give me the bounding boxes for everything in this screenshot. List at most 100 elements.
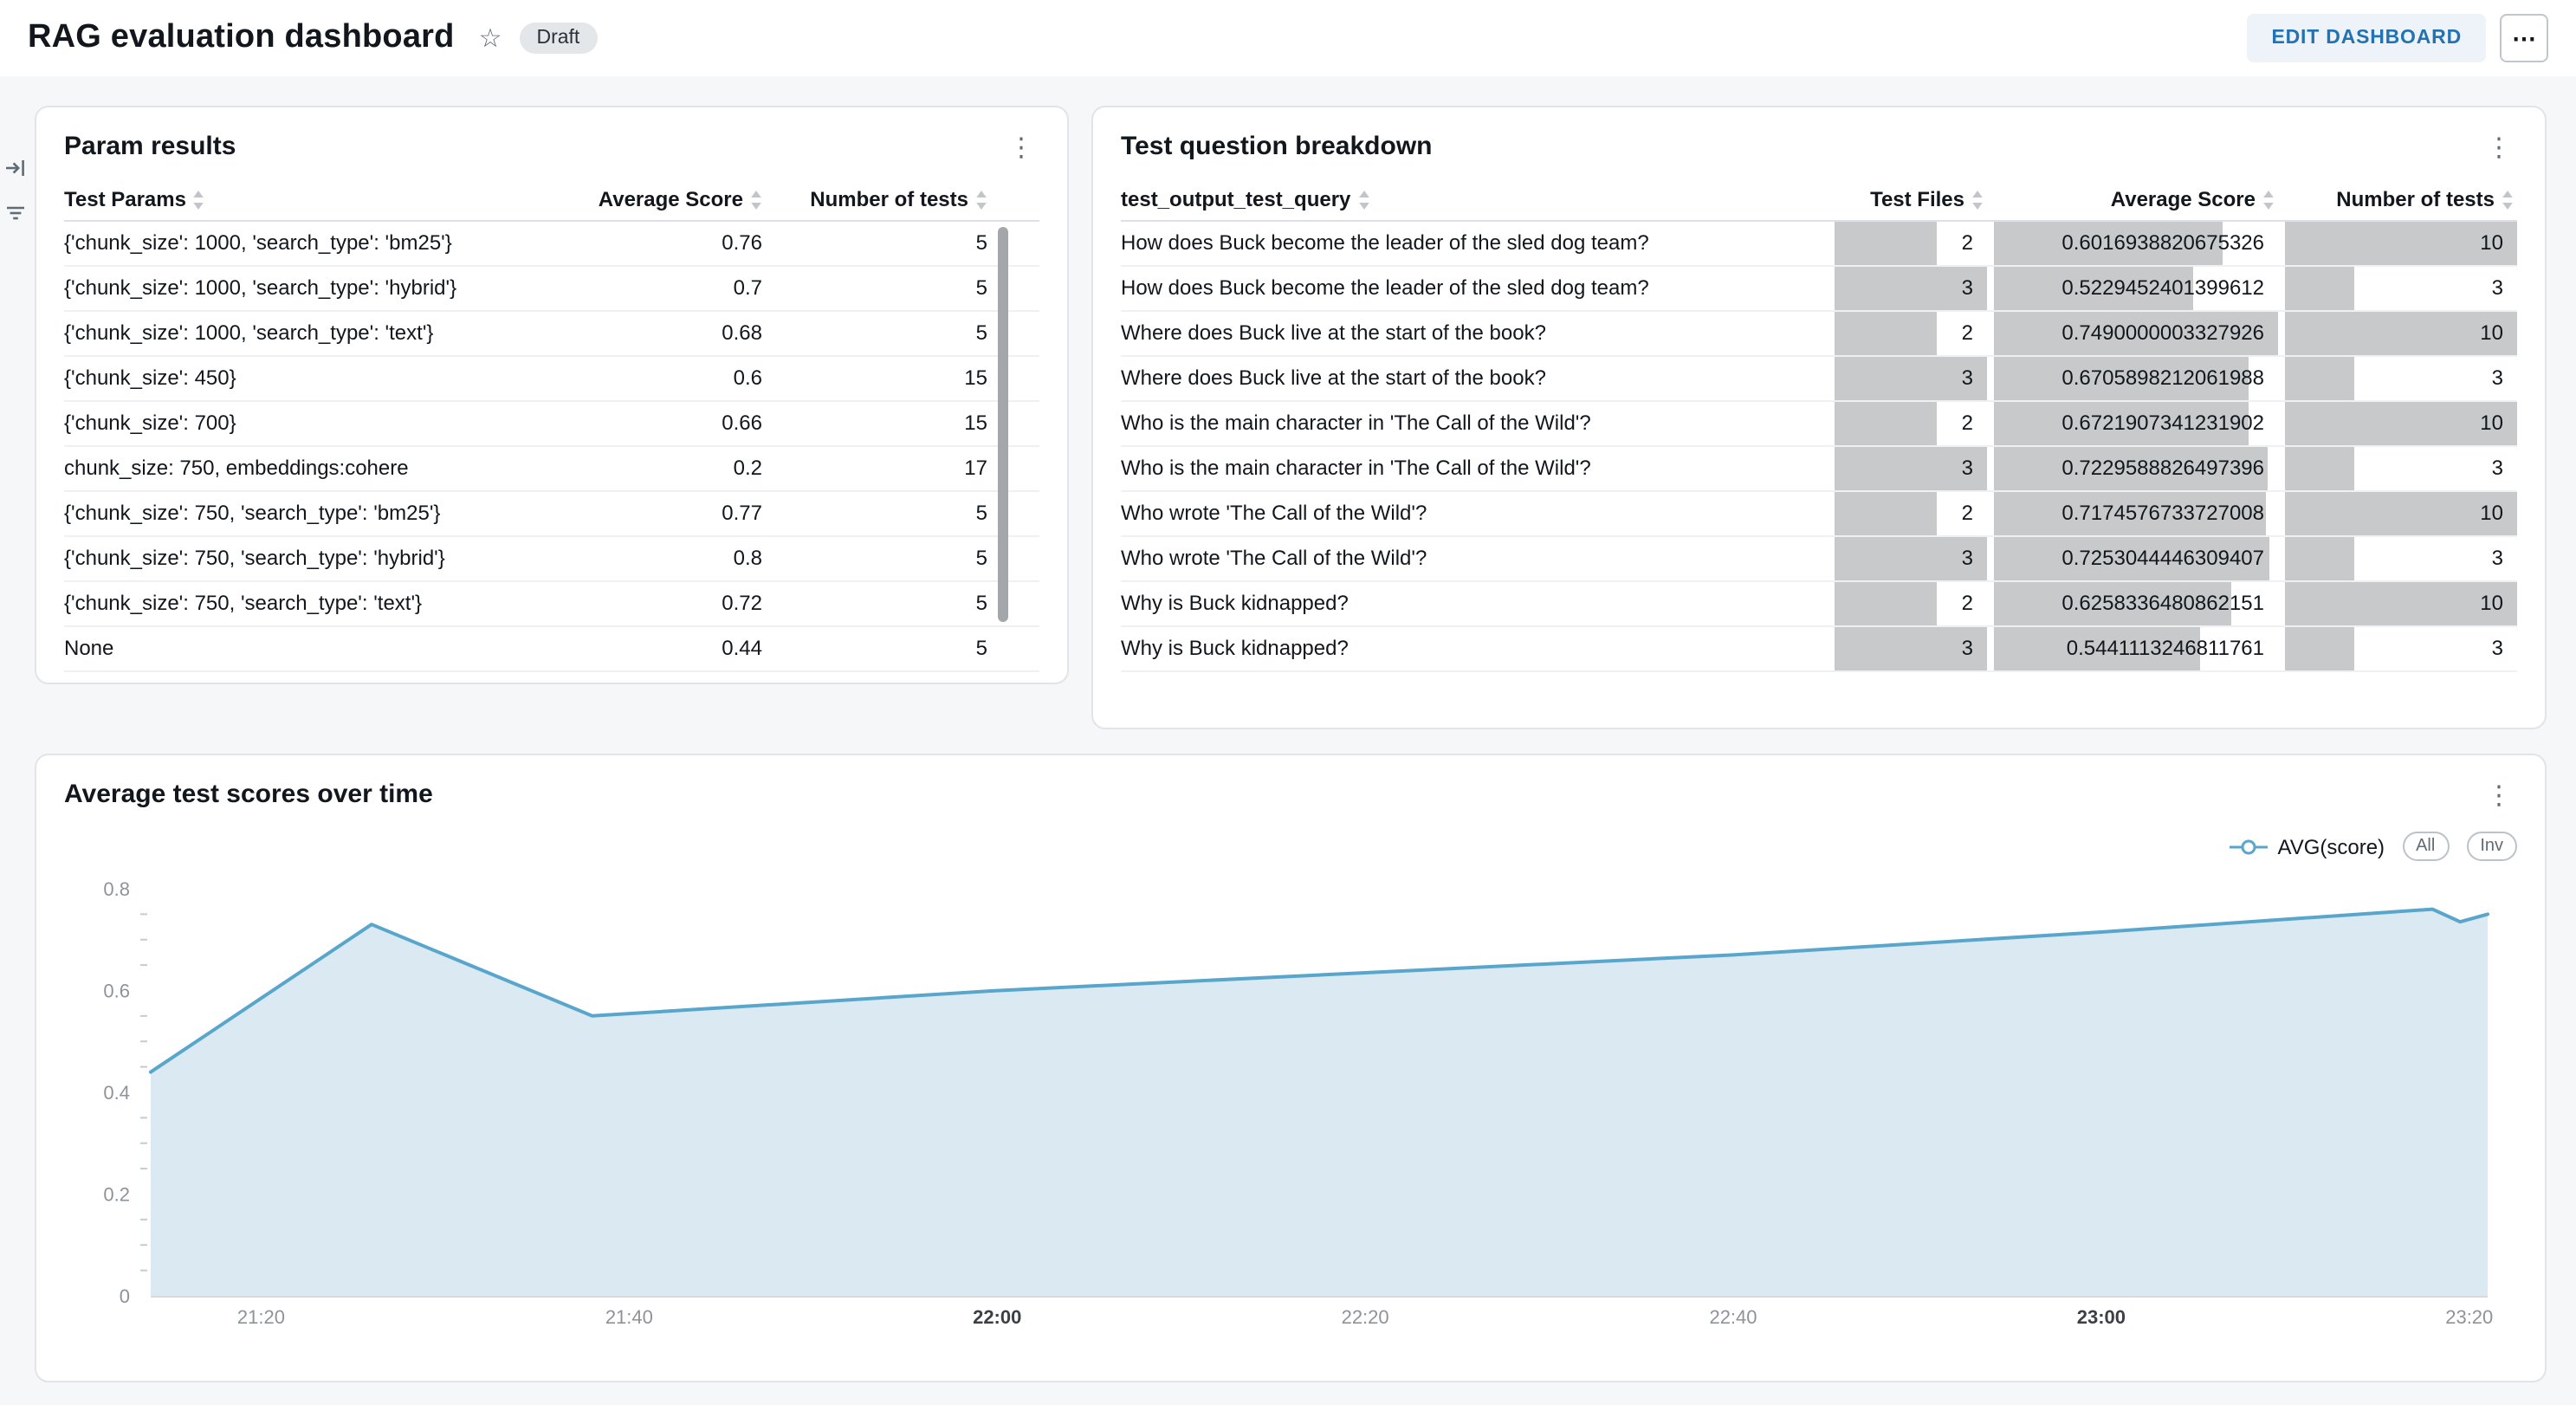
panel-title: Average test scores over time xyxy=(64,780,433,809)
query-cell: Who wrote 'The Call of the Wild'? xyxy=(1121,501,1427,525)
avg-score-cell: 0.6258336480862151 xyxy=(1994,582,2278,625)
more-options-button[interactable]: ⋯ xyxy=(2500,14,2548,62)
num-tests-cell: 5 xyxy=(975,636,987,660)
svg-text:0.4: 0.4 xyxy=(103,1082,130,1104)
test-files-cell: 3 xyxy=(1835,537,1987,580)
data-bar xyxy=(2285,312,2517,355)
data-bar xyxy=(2285,537,2355,580)
table-row: chunk_size: 750, embeddings:cohere 0.2 1… xyxy=(64,447,1039,492)
data-bar xyxy=(1835,627,1987,670)
table-row: Where does Buck live at the start of the… xyxy=(1121,312,2517,357)
ellipsis-icon: ⋯ xyxy=(2512,23,2536,51)
avg-score-cell: 0.6 xyxy=(733,366,762,390)
legend-inv-button[interactable]: Inv xyxy=(2466,832,2517,861)
question-breakdown-table: test_output_test_query Test Files Averag… xyxy=(1121,178,2517,672)
avg-score-cell: 0.7253044446309407 xyxy=(1994,537,2278,580)
param-cell: {'chunk_size': 1000, 'search_type': 'hyb… xyxy=(64,275,457,300)
svg-text:0.6: 0.6 xyxy=(103,981,130,1002)
column-header-average-score[interactable]: Average Score xyxy=(554,187,762,211)
avg-score-cell: 0.66 xyxy=(722,411,762,435)
chart-legend: AVG(score) All Inv xyxy=(2229,832,2517,861)
avg-score-cell: 0.8 xyxy=(733,546,762,570)
data-bar xyxy=(1835,402,1937,445)
num-tests-cell: 5 xyxy=(975,546,987,570)
svg-text:0: 0 xyxy=(120,1285,130,1307)
query-cell: How does Buck become the leader of the s… xyxy=(1121,230,1649,255)
data-bar xyxy=(2285,357,2355,400)
data-bar xyxy=(1835,447,1987,490)
kebab-menu-icon[interactable]: ⋮ xyxy=(1008,133,1034,163)
svg-text:21:40: 21:40 xyxy=(605,1306,653,1328)
table-row: {'chunk_size': 750, 'search_type': 'text… xyxy=(64,582,1039,627)
panel-title: Test question breakdown xyxy=(1121,132,1433,161)
data-bar xyxy=(2285,222,2517,265)
edit-dashboard-button[interactable]: EDIT DASHBOARD xyxy=(2247,14,2486,62)
column-header-test-params[interactable]: Test Params xyxy=(64,187,554,211)
query-cell: Where does Buck live at the start of the… xyxy=(1121,366,1546,390)
table-row: How does Buck become the leader of the s… xyxy=(1121,222,2517,267)
svg-text:21:20: 21:20 xyxy=(237,1306,285,1328)
num-tests-cell: 3 xyxy=(2285,267,2517,310)
num-tests-cell: 10 xyxy=(2285,222,2517,265)
avg-score-cell: 0.6705898212061988 xyxy=(1994,357,2278,400)
favorite-star-icon[interactable]: ☆ xyxy=(478,24,502,54)
test-files-cell: 2 xyxy=(1835,402,1987,445)
sort-icon xyxy=(1972,190,1983,209)
param-cell: {'chunk_size': 450} xyxy=(64,366,236,390)
table-row: {'chunk_size': 450} 0.6 15 xyxy=(64,357,1039,402)
panel-question-breakdown: Test question breakdown ⋮ test_output_te… xyxy=(1091,106,2547,729)
data-bar xyxy=(1994,492,2267,535)
legend-all-button[interactable]: All xyxy=(2402,832,2450,861)
data-bar xyxy=(1994,267,2192,310)
collapse-filters-icon[interactable] xyxy=(5,156,26,187)
svg-text:0.8: 0.8 xyxy=(103,878,130,900)
avg-score-cell: 0.6721907341231902 xyxy=(1994,402,2278,445)
param-cell: None xyxy=(64,636,114,660)
query-cell: Why is Buck kidnapped? xyxy=(1121,591,1349,615)
test-files-cell: 2 xyxy=(1835,492,1987,535)
table-row: Why is Buck kidnapped? 2 0.6258336480862… xyxy=(1121,582,2517,627)
sort-icon xyxy=(1358,190,1369,209)
num-tests-cell: 3 xyxy=(2285,447,2517,490)
column-header-average-score[interactable]: Average Score xyxy=(1994,187,2278,211)
num-tests-cell: 15 xyxy=(964,411,987,435)
column-header-number-of-tests[interactable]: Number of tests xyxy=(2285,187,2517,211)
table-row: Where does Buck live at the start of the… xyxy=(1121,357,2517,402)
kebab-menu-icon[interactable]: ⋮ xyxy=(2486,133,2512,163)
scrollbar-thumb[interactable] xyxy=(998,227,1008,622)
data-bar xyxy=(1994,357,2249,400)
avg-score-cell: 0.72 xyxy=(722,591,762,615)
svg-text:22:00: 22:00 xyxy=(973,1306,1021,1328)
avg-score-cell: 0.2 xyxy=(733,456,762,480)
status-badge: Draft xyxy=(519,23,598,54)
num-tests-cell: 3 xyxy=(2285,357,2517,400)
kebab-menu-icon[interactable]: ⋮ xyxy=(2486,781,2512,811)
scores-chart[interactable]: 0 0.2 0.4 0.6 0.8 21:20 21:40 22:00 22:20 22:40 23… xyxy=(36,868,2548,1353)
query-cell: Where does Buck live at the start of the… xyxy=(1121,320,1546,345)
avg-score-cell: 0.44 xyxy=(722,636,762,660)
avg-score-cell: 0.7 xyxy=(733,275,762,300)
test-files-cell: 3 xyxy=(1835,627,1987,670)
table-body: {'chunk_size': 1000, 'search_type': 'bm2… xyxy=(64,222,1039,672)
avg-score-cell: 0.7490000003327926 xyxy=(1994,312,2278,355)
column-header-query[interactable]: test_output_test_query xyxy=(1121,187,1828,211)
data-bar xyxy=(1835,222,1937,265)
column-header-number-of-tests[interactable]: Number of tests xyxy=(762,187,1039,211)
table-row: {'chunk_size': 1000, 'search_type': 'bm2… xyxy=(64,222,1039,267)
avg-score-cell: 0.6016938820675326 xyxy=(1994,222,2278,265)
query-cell: How does Buck become the leader of the s… xyxy=(1121,275,1649,300)
table-scrollbar[interactable] xyxy=(998,227,1008,650)
data-bar xyxy=(2285,267,2355,310)
data-bar xyxy=(1994,222,2223,265)
column-header-test-files[interactable]: Test Files xyxy=(1835,187,1987,211)
avg-score-cell: 0.5441113246811761 xyxy=(1994,627,2278,670)
data-bar xyxy=(1835,357,1987,400)
sort-icon xyxy=(2502,190,2513,209)
num-tests-cell: 10 xyxy=(2285,312,2517,355)
table-row: None 0.44 5 xyxy=(64,627,1039,672)
legend-item-avg-score[interactable]: AVG(score) xyxy=(2229,834,2385,858)
filter-icon[interactable] xyxy=(5,201,26,232)
table-row: {'chunk_size': 750, 'search_type': 'hybr… xyxy=(64,537,1039,582)
num-tests-cell: 5 xyxy=(975,591,987,615)
num-tests-cell: 3 xyxy=(2285,627,2517,670)
